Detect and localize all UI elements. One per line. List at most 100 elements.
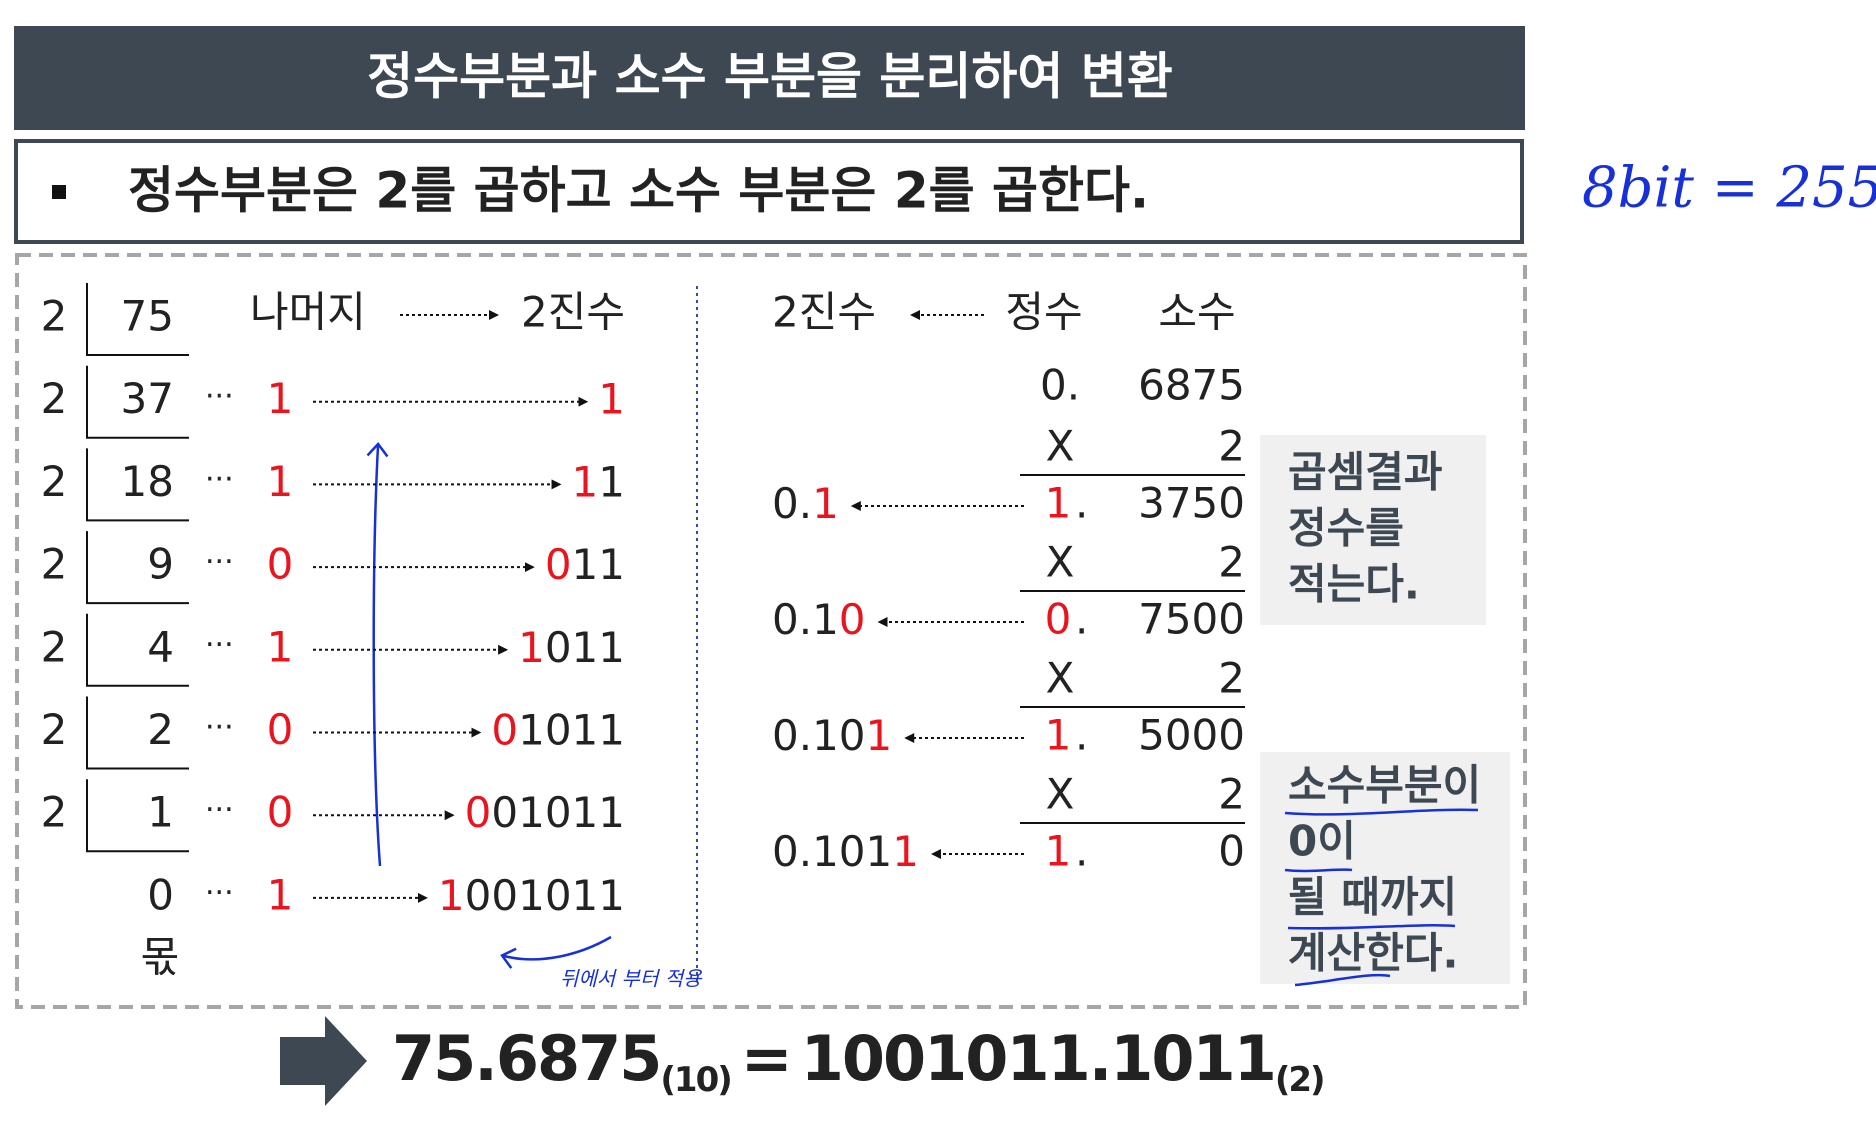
divisor: 2 bbox=[41, 622, 68, 671]
binary-digits: 0. bbox=[772, 479, 812, 528]
binary: 0.1 bbox=[772, 479, 839, 528]
product-frac: 3750 bbox=[1138, 479, 1245, 528]
result-base: (2) bbox=[1275, 1060, 1324, 1100]
fraction-start-frac: 6875 bbox=[1138, 361, 1245, 410]
hand-arrow bbox=[500, 935, 612, 969]
dividend: 9 bbox=[147, 540, 174, 589]
column-header: 2진수 bbox=[772, 288, 876, 337]
remainder: 0 bbox=[267, 540, 294, 589]
dots: ··· bbox=[205, 462, 234, 497]
binary-new-digit: 0 bbox=[491, 705, 518, 754]
quotient-label: 몫 bbox=[141, 932, 180, 981]
dots: ··· bbox=[205, 545, 234, 580]
binary-new-digit: 0 bbox=[545, 540, 572, 589]
binary: 1011 bbox=[518, 622, 625, 671]
binary: 0.101 bbox=[772, 711, 892, 760]
binary: 1001011 bbox=[438, 870, 625, 919]
binary-new-digit: 1 bbox=[866, 711, 893, 760]
binary-digits: 0.1 bbox=[772, 595, 839, 644]
divisor: 2 bbox=[41, 540, 68, 589]
product-frac: 7500 bbox=[1138, 595, 1245, 644]
bullet bbox=[52, 185, 66, 199]
remainder: 0 bbox=[267, 705, 294, 754]
binary-new-digit: 1 bbox=[518, 622, 545, 671]
result: 75.6875(10) = 1001011.1011(2) bbox=[392, 1022, 1324, 1099]
binary-new-digit: 0 bbox=[839, 595, 866, 644]
dividend: 37 bbox=[121, 374, 174, 423]
note-line: 될 때까지 bbox=[1288, 873, 1457, 922]
binary: 0.1011 bbox=[772, 827, 919, 876]
divisor: 2 bbox=[41, 374, 68, 423]
product-dot: . bbox=[1075, 827, 1088, 876]
dividend: 2 bbox=[147, 705, 174, 754]
binary-digits: 0.10 bbox=[772, 711, 866, 760]
division-bracket bbox=[86, 448, 189, 522]
division-bracket bbox=[86, 779, 189, 853]
divisor: 2 bbox=[41, 292, 68, 341]
result-binary: 1001011.1011 bbox=[801, 1022, 1275, 1095]
dividend: 1 bbox=[147, 788, 174, 837]
product-int: 0 bbox=[1045, 595, 1072, 644]
fraction-start-int: 0. bbox=[1040, 361, 1080, 410]
dots: ··· bbox=[205, 710, 234, 745]
note-line: 적는다. bbox=[1288, 560, 1420, 609]
binary-new-digit: 1 bbox=[892, 827, 919, 876]
hand-note: 8bit = 255 bbox=[1582, 156, 1876, 221]
binary-digits: 001011 bbox=[465, 870, 625, 919]
dots: ··· bbox=[205, 875, 234, 910]
binary-new-digit: 1 bbox=[438, 870, 465, 919]
binary-digits: 1 bbox=[598, 457, 625, 506]
subtitle-box bbox=[14, 139, 1524, 244]
binary-digits: 01011 bbox=[491, 788, 625, 837]
header-bar bbox=[14, 26, 1525, 130]
column-header: 소수 bbox=[1158, 288, 1235, 337]
result-decimal: 75.6875 bbox=[392, 1022, 660, 1095]
note-line: 0이 bbox=[1288, 817, 1356, 866]
division-bracket bbox=[86, 696, 189, 770]
binary-digits: 011 bbox=[545, 622, 625, 671]
multiplier: 2 bbox=[1218, 538, 1245, 587]
result-arrow bbox=[280, 1016, 367, 1106]
binary: 001011 bbox=[465, 788, 625, 837]
subtitle: 정수부분은 2를 곱하고 소수 부분은 2를 곱한다. bbox=[128, 162, 1149, 220]
binary: 0.10 bbox=[772, 595, 866, 644]
hand-note: 뒤에서 부터 적용 bbox=[560, 967, 703, 991]
product-frac: 0 bbox=[1218, 827, 1245, 876]
product-frac: 5000 bbox=[1138, 711, 1245, 760]
multiplier: 2 bbox=[1218, 422, 1245, 471]
multiply-sign: X bbox=[1046, 422, 1075, 471]
remainder: 1 bbox=[267, 374, 294, 423]
division-bracket bbox=[86, 613, 189, 687]
product-dot: . bbox=[1075, 479, 1088, 528]
multiplier: 2 bbox=[1218, 654, 1245, 703]
binary-new-digit: 1 bbox=[812, 479, 839, 528]
divisor: 2 bbox=[41, 788, 68, 837]
dots: ··· bbox=[205, 793, 234, 828]
note-box bbox=[1260, 435, 1486, 625]
division-bracket bbox=[86, 531, 189, 605]
remainder: 0 bbox=[267, 788, 294, 837]
header-title: 정수부분과 소수 부분을 분리하여 변환 bbox=[367, 48, 1173, 106]
hand-arrow bbox=[366, 442, 389, 867]
column-header: 나머지 bbox=[250, 288, 366, 337]
hand-underline bbox=[1284, 808, 1479, 816]
column-header: 2진수 bbox=[521, 288, 625, 337]
note-line: 정수를 bbox=[1288, 504, 1404, 553]
divisor: 2 bbox=[41, 705, 68, 754]
binary-digits: 11 bbox=[572, 540, 625, 589]
binary-digits: 1011 bbox=[518, 705, 625, 754]
product-int: 1 bbox=[1045, 711, 1072, 760]
hand-underline bbox=[1287, 924, 1456, 930]
note-line: 계산한다. bbox=[1288, 929, 1459, 978]
division-bracket bbox=[86, 365, 189, 439]
binary-new-digit: 1 bbox=[572, 457, 599, 506]
divisor: 2 bbox=[41, 457, 68, 506]
dashed-frame bbox=[15, 253, 1527, 1009]
dividend: 4 bbox=[147, 622, 174, 671]
dividend: 0 bbox=[147, 870, 174, 919]
dots: ··· bbox=[205, 379, 234, 414]
dots: ··· bbox=[205, 627, 234, 662]
binary-new-digit: 0 bbox=[465, 788, 492, 837]
note-line: 곱셈결과 bbox=[1288, 448, 1443, 497]
